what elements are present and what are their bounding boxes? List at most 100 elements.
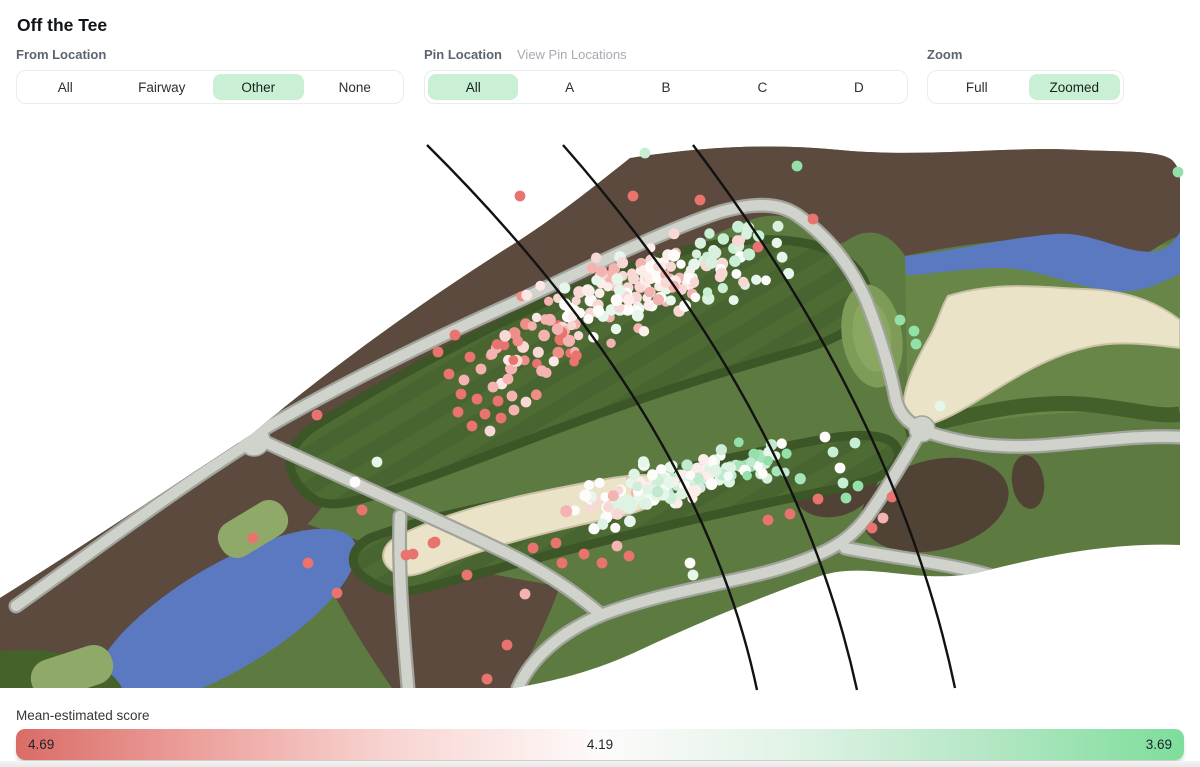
shot-dot bbox=[638, 325, 650, 337]
shot-dot bbox=[371, 456, 383, 468]
shot-dot bbox=[691, 249, 702, 259]
shot-dot bbox=[715, 267, 728, 280]
shot-dot bbox=[495, 412, 507, 424]
shot-dot bbox=[1172, 166, 1184, 178]
shot-dot bbox=[663, 476, 676, 489]
shot-dot bbox=[732, 220, 745, 233]
option-zoomed[interactable]: Zoomed bbox=[1026, 71, 1124, 103]
shot-dot bbox=[690, 292, 701, 303]
option-all[interactable]: All bbox=[425, 71, 521, 103]
shot-dot bbox=[676, 259, 686, 269]
shot-dot bbox=[709, 464, 722, 477]
shot-dot bbox=[583, 480, 595, 491]
shot-dot bbox=[639, 147, 651, 159]
page-title: Off the Tee bbox=[17, 14, 108, 35]
shot-dot bbox=[694, 237, 707, 249]
shot-dot bbox=[356, 504, 368, 516]
shot-dot bbox=[532, 346, 544, 358]
shot-dot bbox=[596, 265, 608, 277]
shot-dot bbox=[642, 484, 653, 495]
shot-dot bbox=[656, 464, 667, 475]
shot-dot bbox=[771, 466, 782, 477]
shot-dot bbox=[569, 356, 579, 367]
legend-worst-value: 4.69 bbox=[28, 737, 55, 752]
shot-dot bbox=[771, 237, 783, 249]
shot-dot bbox=[588, 523, 600, 535]
pin-location-segmented: All A B C D bbox=[424, 70, 908, 104]
shot-dot bbox=[481, 673, 493, 685]
shot-dot bbox=[742, 248, 756, 261]
shot-dot bbox=[581, 284, 594, 297]
shot-dot bbox=[464, 351, 476, 363]
shot-dot bbox=[611, 508, 624, 520]
shot-dot bbox=[807, 213, 819, 225]
shot-dot bbox=[519, 588, 531, 600]
shot-dot bbox=[627, 268, 637, 279]
shot-dot bbox=[550, 537, 562, 549]
option-fairway[interactable]: Fairway bbox=[114, 71, 211, 103]
shot-dot bbox=[543, 296, 554, 306]
shot-dot bbox=[487, 381, 499, 393]
shot-dot bbox=[512, 335, 524, 347]
option-other[interactable]: Other bbox=[210, 71, 307, 103]
shot-dot bbox=[837, 477, 849, 489]
shot-dot bbox=[834, 462, 846, 474]
shot-dot bbox=[486, 348, 498, 360]
shot-dot bbox=[692, 472, 704, 484]
shot-dot bbox=[715, 444, 727, 456]
shot-dot bbox=[731, 268, 742, 279]
shot-dot bbox=[685, 470, 696, 481]
shot-dot bbox=[652, 294, 665, 306]
option-d[interactable]: D bbox=[811, 71, 907, 103]
shot-dot bbox=[705, 478, 718, 491]
shot-dot bbox=[849, 437, 861, 449]
shot-dot bbox=[708, 246, 722, 259]
shot-dot bbox=[535, 280, 546, 291]
shot-dot bbox=[752, 241, 764, 253]
shot-dot bbox=[623, 550, 635, 562]
option-label: Full bbox=[965, 79, 988, 95]
shot-dot bbox=[706, 456, 718, 467]
shot-dot bbox=[667, 249, 681, 262]
shot-dot bbox=[698, 453, 709, 465]
shot-dot bbox=[748, 448, 760, 460]
shot-dot bbox=[723, 471, 734, 482]
shot-dot bbox=[566, 320, 577, 331]
shot-dot bbox=[311, 409, 323, 421]
shot-dot bbox=[427, 537, 439, 549]
shot-dot bbox=[611, 540, 623, 552]
legend-best-value: 3.69 bbox=[1145, 737, 1172, 752]
shot-dot bbox=[866, 522, 878, 534]
option-label: All bbox=[428, 74, 519, 100]
option-label: All bbox=[57, 79, 73, 95]
shot-dot bbox=[527, 542, 539, 554]
shot-dot bbox=[610, 522, 621, 533]
shot-dot bbox=[776, 251, 788, 263]
shot-dot bbox=[499, 330, 511, 342]
shot-dot bbox=[679, 299, 691, 312]
shot-dot bbox=[704, 228, 715, 239]
option-a[interactable]: A bbox=[521, 71, 617, 103]
shot-dot bbox=[688, 258, 701, 271]
shot-dot bbox=[628, 468, 640, 481]
shot-dot bbox=[458, 374, 470, 386]
option-none[interactable]: None bbox=[307, 71, 404, 103]
shot-dot bbox=[461, 569, 473, 581]
from-location-label: From Location bbox=[16, 47, 107, 62]
shot-dot bbox=[502, 373, 514, 385]
option-full[interactable]: Full bbox=[928, 71, 1026, 103]
option-c[interactable]: C bbox=[714, 71, 810, 103]
shot-dot bbox=[794, 473, 806, 485]
shot-dot bbox=[894, 314, 906, 326]
tee-pad bbox=[30, 644, 114, 688]
option-all[interactable]: All bbox=[17, 71, 114, 103]
legend-mid-value: 4.19 bbox=[586, 737, 614, 752]
shot-dot bbox=[610, 323, 622, 335]
shot-dot bbox=[631, 309, 644, 322]
view-pin-locations-link[interactable]: View Pin Locations bbox=[517, 47, 627, 62]
shot-dot bbox=[586, 262, 598, 274]
option-b[interactable]: B bbox=[618, 71, 714, 103]
shot-dot bbox=[475, 363, 487, 375]
shot-dot bbox=[687, 569, 699, 581]
